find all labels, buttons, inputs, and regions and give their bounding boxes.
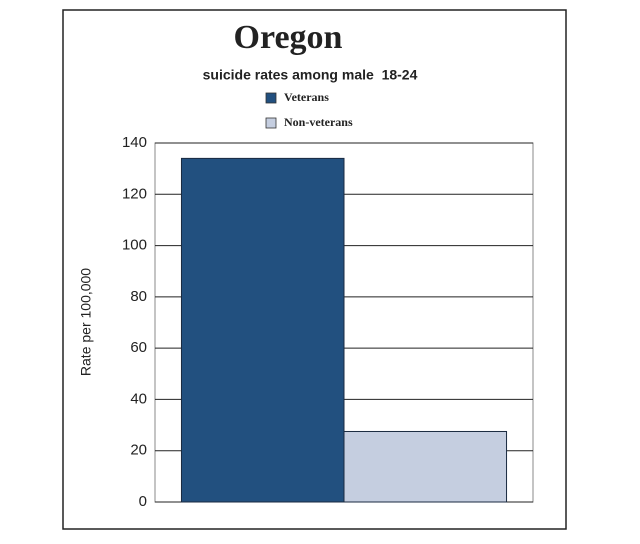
chart-title: Oregon [234,19,343,56]
chart-subtitle: suicide rates among male 18-24 [203,67,418,83]
y-tick-label: 80 [130,288,147,305]
y-tick-label: 0 [139,493,147,510]
y-tick-label: 120 [122,185,147,202]
legend-label: Non-veterans [284,115,353,129]
bar [343,430,508,503]
y-tick-label: 20 [130,442,147,459]
y-tick-label: 100 [122,237,147,254]
bar [180,157,345,503]
y-axis-label: Rate per 100,000 [78,268,94,376]
y-tick-label: 60 [130,339,147,356]
legend-swatch [265,92,277,104]
legend-label: Veterans [284,90,329,104]
y-tick-label: 40 [130,390,147,407]
y-tick-label: 140 [122,134,147,151]
legend-swatch [265,117,277,129]
